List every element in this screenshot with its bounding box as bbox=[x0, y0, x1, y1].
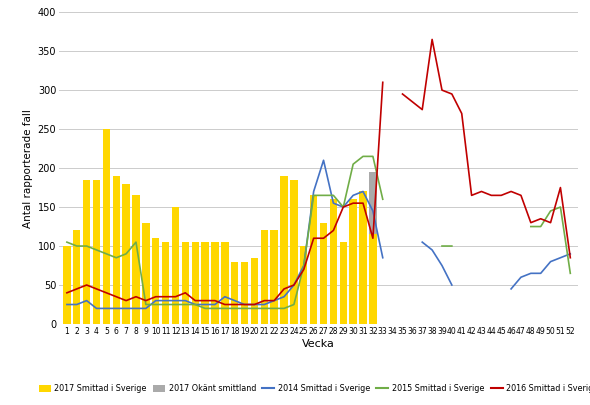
Y-axis label: Antal rapporterade fall: Antal rapporterade fall bbox=[24, 109, 34, 228]
Bar bbox=[93, 180, 100, 324]
Bar bbox=[330, 199, 337, 324]
Bar bbox=[359, 192, 367, 324]
X-axis label: Vecka: Vecka bbox=[302, 339, 335, 349]
Bar bbox=[340, 242, 347, 324]
Bar bbox=[83, 180, 90, 324]
Bar bbox=[320, 223, 327, 324]
Bar bbox=[349, 199, 357, 324]
Legend: 2017 Smittad i Sverige, 2017 Okänt smittland, 2014 Smittad i Sverige, 2015 Smitt: 2017 Smittad i Sverige, 2017 Okänt smitt… bbox=[39, 384, 590, 393]
Bar bbox=[369, 234, 376, 324]
Bar bbox=[152, 238, 159, 324]
Bar bbox=[162, 242, 169, 324]
Bar bbox=[261, 230, 268, 324]
Bar bbox=[73, 230, 80, 324]
Bar bbox=[192, 242, 199, 324]
Bar bbox=[103, 129, 110, 324]
Bar bbox=[182, 242, 189, 324]
Bar bbox=[300, 246, 307, 324]
Bar bbox=[63, 246, 71, 324]
Bar bbox=[270, 230, 278, 324]
Bar bbox=[290, 180, 297, 324]
Bar bbox=[221, 242, 228, 324]
Bar bbox=[142, 223, 149, 324]
Bar bbox=[211, 242, 219, 324]
Bar bbox=[280, 176, 288, 324]
Bar bbox=[113, 176, 120, 324]
Bar bbox=[310, 195, 317, 324]
Bar bbox=[172, 207, 179, 324]
Bar bbox=[122, 184, 130, 324]
Bar bbox=[201, 242, 209, 324]
Bar bbox=[241, 262, 248, 324]
Bar bbox=[369, 172, 376, 234]
Bar bbox=[251, 258, 258, 324]
Bar bbox=[132, 195, 140, 324]
Bar bbox=[231, 262, 238, 324]
